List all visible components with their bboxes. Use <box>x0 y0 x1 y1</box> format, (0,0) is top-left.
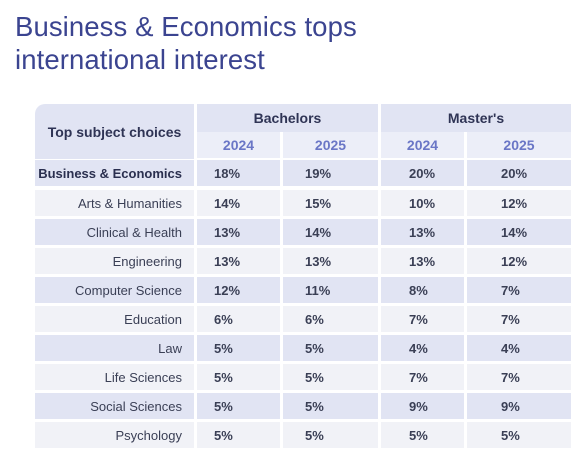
table-cell: 14% <box>467 219 571 245</box>
table-cell: 5% <box>197 364 280 390</box>
table-cell: 5% <box>197 393 280 419</box>
header-subject-label: Top subject choices <box>35 104 194 159</box>
row-label: Life Sciences <box>35 364 194 390</box>
table-cell: 7% <box>381 306 464 332</box>
table-cell: 20% <box>467 160 571 186</box>
table-cell: 20% <box>381 160 464 186</box>
table-cell: 13% <box>283 248 378 274</box>
row-label: Social Sciences <box>35 393 194 419</box>
table-cell: 13% <box>197 248 280 274</box>
row-label: Clinical & Health <box>35 219 194 245</box>
row-label: Law <box>35 335 194 361</box>
title-line-2: international interest <box>15 44 265 75</box>
table-cell: 12% <box>197 277 280 303</box>
row-label: Arts & Humanities <box>35 190 194 216</box>
table-cell: 12% <box>467 248 571 274</box>
table-cell: 13% <box>197 219 280 245</box>
table-cell: 6% <box>197 306 280 332</box>
table-cell: 14% <box>283 219 378 245</box>
year-header: 2024 <box>197 132 280 158</box>
table-cell: 13% <box>381 219 464 245</box>
year-header: 2024 <box>381 132 464 158</box>
table-cell: 5% <box>467 422 571 448</box>
table-cell: 5% <box>197 422 280 448</box>
group-header-bachelors: Bachelors <box>197 104 378 132</box>
table-cell: 7% <box>467 306 571 332</box>
table-cell: 13% <box>381 248 464 274</box>
row-label: Computer Science <box>35 277 194 303</box>
table-cell: 5% <box>283 364 378 390</box>
year-header: 2025 <box>467 132 571 158</box>
table-cell: 19% <box>283 160 378 186</box>
table-cell: 6% <box>283 306 378 332</box>
table-cell: 5% <box>283 393 378 419</box>
table-cell: 12% <box>467 190 571 216</box>
title-line-1: Business & Economics tops <box>15 11 357 42</box>
table-cell: 5% <box>283 422 378 448</box>
table-cell: 18% <box>197 160 280 186</box>
table-cell: 5% <box>283 335 378 361</box>
table-cell: 7% <box>467 277 571 303</box>
table-cell: 11% <box>283 277 378 303</box>
row-label: Psychology <box>35 422 194 448</box>
year-header: 2025 <box>283 132 378 158</box>
table-cell: 10% <box>381 190 464 216</box>
table-cell: 7% <box>381 364 464 390</box>
row-label: Engineering <box>35 248 194 274</box>
table-cell: 4% <box>381 335 464 361</box>
table-cell: 14% <box>197 190 280 216</box>
table-cell: 8% <box>381 277 464 303</box>
table-cell: 5% <box>197 335 280 361</box>
table-cell: 7% <box>467 364 571 390</box>
table-cell: 4% <box>467 335 571 361</box>
row-label: Business & Economics <box>35 160 194 186</box>
group-header-masters: Master's <box>381 104 571 132</box>
table-cell: 15% <box>283 190 378 216</box>
table-cell: 5% <box>381 422 464 448</box>
page-title: Business & Economics tops international … <box>15 10 555 76</box>
row-label: Education <box>35 306 194 332</box>
table-cell: 9% <box>467 393 571 419</box>
table-cell: 9% <box>381 393 464 419</box>
